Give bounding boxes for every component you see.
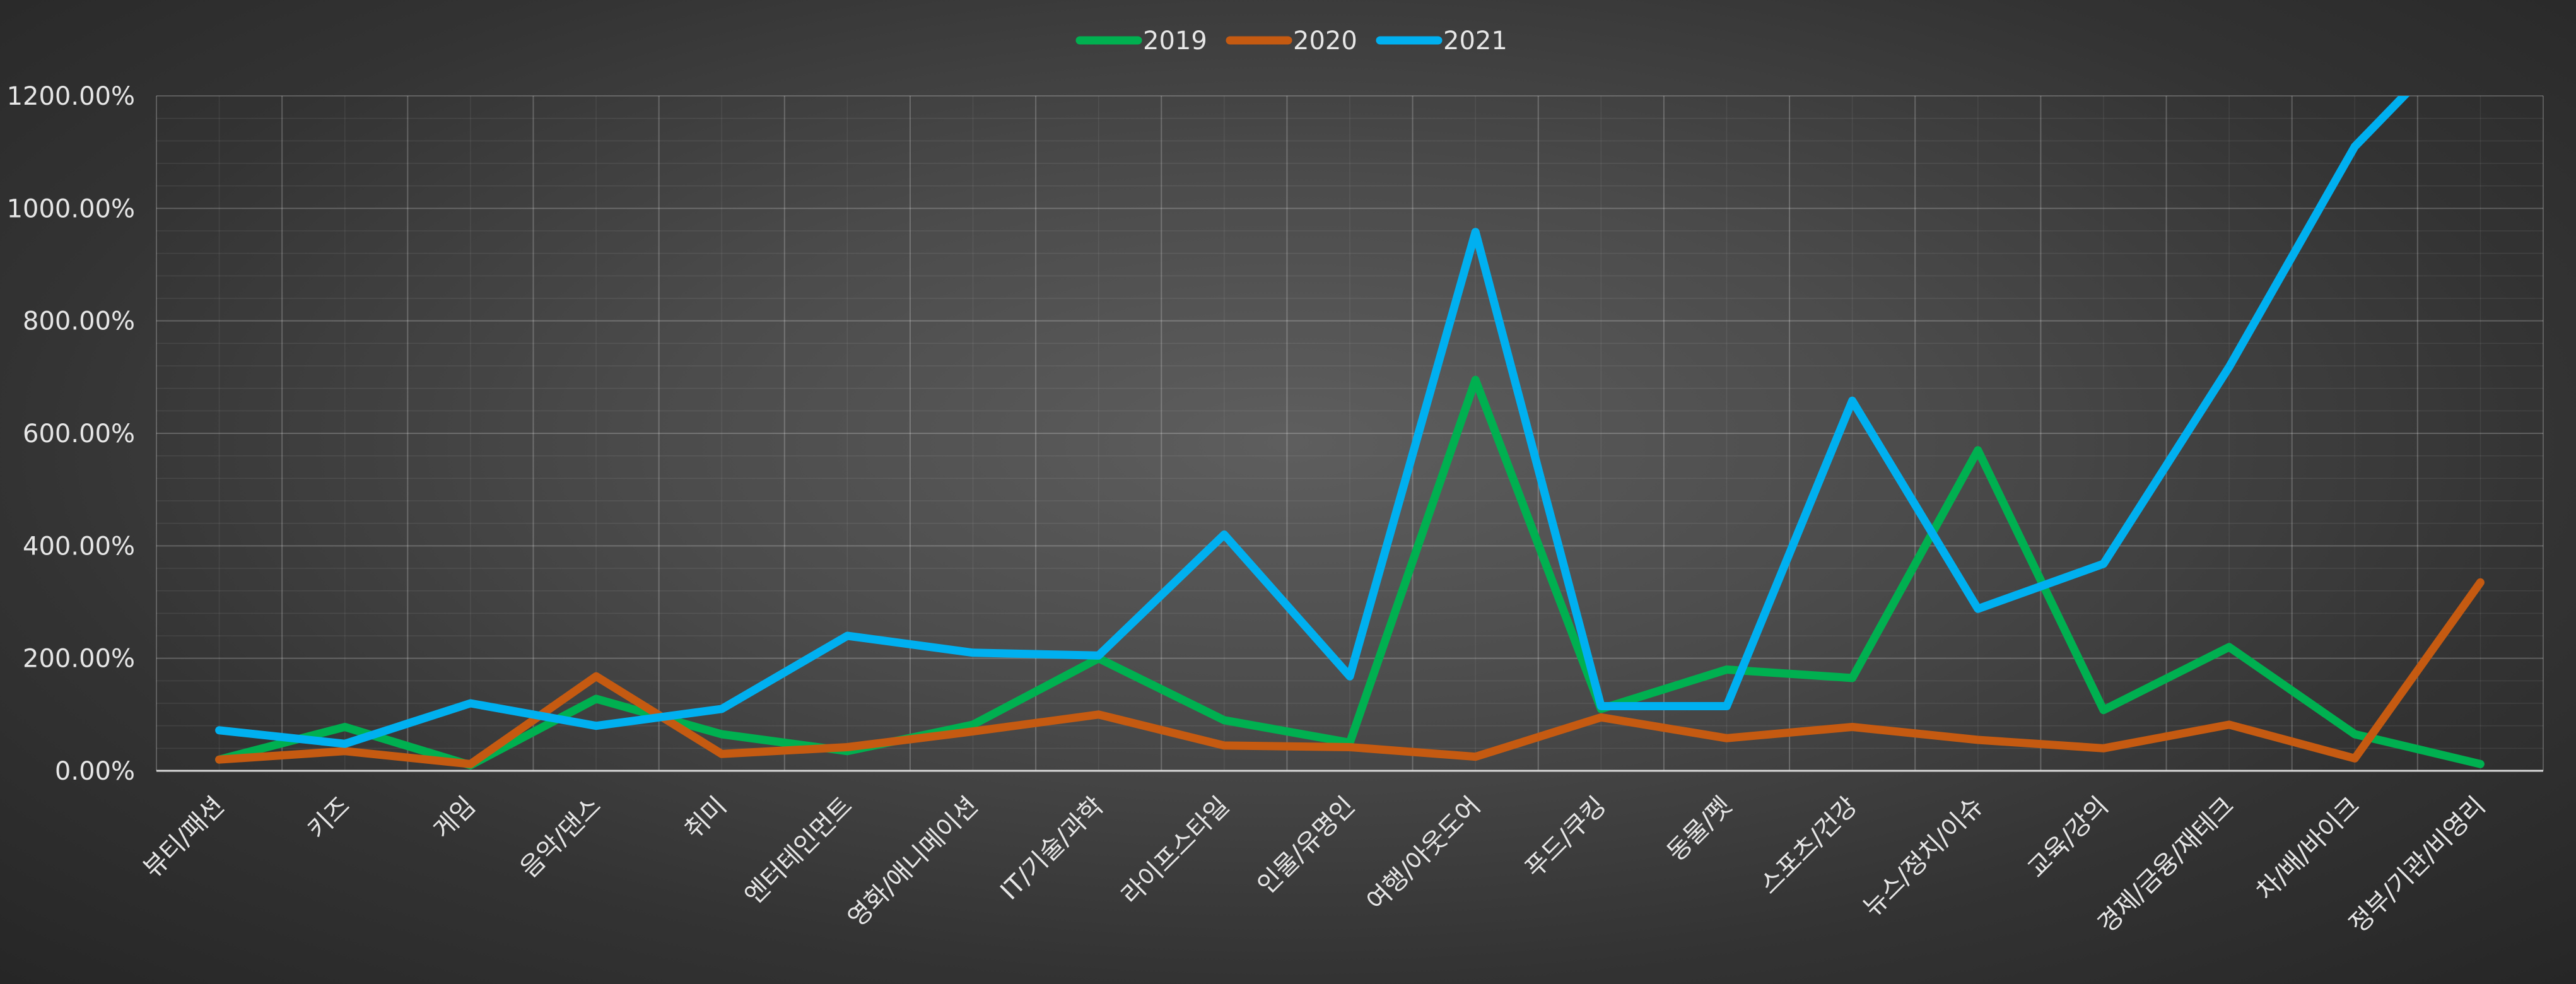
x-tick-label: 영화/애니메이션 bbox=[842, 792, 983, 933]
y-tick-label: 1200.00% bbox=[7, 82, 135, 111]
y-tick-label: 1000.00% bbox=[7, 194, 135, 223]
x-tick-label: 게임 bbox=[428, 792, 481, 845]
x-tick-label: 음악/댄스 bbox=[515, 792, 607, 884]
x-tick-label: 뷰티/패션 bbox=[138, 792, 230, 884]
legend-label-2021: 2021 bbox=[1443, 26, 1508, 56]
legend-label-2020: 2020 bbox=[1293, 26, 1357, 56]
series-line-2021 bbox=[215, 96, 2410, 748]
series-lines bbox=[215, 96, 2485, 770]
y-tick-label: 200.00% bbox=[23, 645, 135, 674]
series-line-2019 bbox=[215, 375, 2485, 770]
x-tick-label: 경제/금융/재테크 bbox=[2092, 792, 2240, 939]
legend-label-2019: 2019 bbox=[1143, 26, 1207, 56]
y-axis: 0.00% 200.00% 400.00% 600.00% 800.00% 1000.00… bbox=[7, 82, 135, 786]
y-tick-label: 600.00% bbox=[23, 419, 135, 448]
x-tick-label: 정부/기관/비영리 bbox=[2344, 792, 2491, 939]
x-tick-label: 스포츠/건강 bbox=[1755, 792, 1863, 900]
x-tick-label: 엔터테인먼트 bbox=[739, 792, 858, 911]
x-tick-label: IT/기술/과학 bbox=[995, 792, 1109, 906]
y-tick-label: 0.00% bbox=[55, 757, 135, 786]
x-tick-label: 교육/강의 bbox=[2022, 792, 2114, 884]
y-tick-label: 800.00% bbox=[23, 307, 135, 336]
x-tick-label: 인물/유명인 bbox=[1252, 792, 1361, 900]
x-tick-label: 라이프스타일 bbox=[1116, 792, 1235, 911]
grid bbox=[156, 95, 2544, 772]
x-tick-label: 키즈 bbox=[302, 792, 356, 845]
x-tick-label: 여행/아웃도어 bbox=[1361, 792, 1486, 917]
x-tick-label: 뉴스/정치/이슈 bbox=[1858, 792, 1989, 923]
x-tick-label: 차/배/바이크 bbox=[2251, 792, 2366, 906]
x-tick-label: 취미 bbox=[679, 792, 733, 845]
x-tick-label: 푸드/쿠킹 bbox=[1519, 792, 1612, 884]
y-tick-label: 400.00% bbox=[23, 532, 135, 561]
legend: 2019 2020 2021 bbox=[1075, 26, 1508, 56]
series-line-2020 bbox=[215, 578, 2485, 768]
x-tick-label: 동물/펫 bbox=[1661, 792, 1737, 867]
